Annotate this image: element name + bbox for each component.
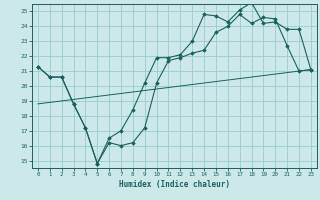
X-axis label: Humidex (Indice chaleur): Humidex (Indice chaleur) — [119, 180, 230, 189]
